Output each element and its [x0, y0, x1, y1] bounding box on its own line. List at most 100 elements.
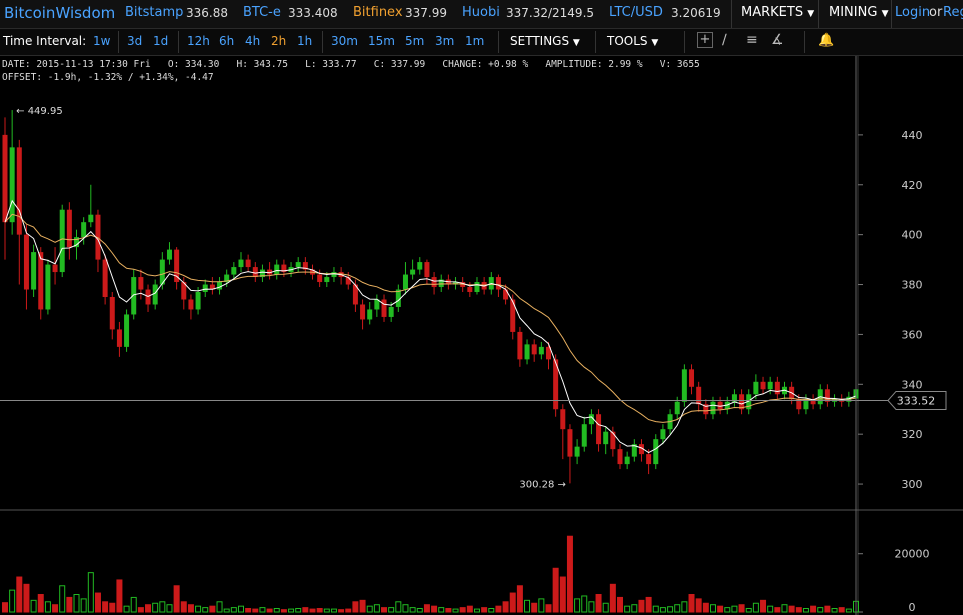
brand-logo[interactable]: BitcoinWisdom: [4, 4, 116, 22]
volume-bar: [381, 607, 388, 613]
candle-body: [281, 264, 287, 273]
candle-body: [81, 222, 87, 238]
volume-bar: [180, 601, 187, 613]
toolbar-divider: [684, 31, 685, 53]
interval-12h[interactable]: 12h: [187, 34, 210, 48]
market-bitfinex-name[interactable]: Bitfinex: [353, 5, 403, 20]
volume-bar: [752, 602, 759, 613]
market-btce-price: 333.408: [288, 6, 338, 20]
candlesticks: [2, 110, 859, 484]
candle-body: [31, 252, 37, 290]
market-bitstamp-price: 336.88: [186, 6, 228, 20]
interval-30m[interactable]: 30m: [331, 34, 358, 48]
volume-bar: [574, 598, 581, 613]
candle-body: [74, 237, 80, 248]
volume-bar: [9, 589, 16, 613]
candle-body: [245, 259, 251, 268]
interval-5m[interactable]: 5m: [405, 34, 425, 48]
candle-body: [302, 262, 308, 270]
candle-body: [424, 262, 430, 278]
candle-body: [2, 134, 8, 223]
interval-1d[interactable]: 1d: [153, 34, 169, 48]
candle-body: [438, 279, 444, 288]
volume-bar: [745, 608, 752, 613]
volume-bar: [838, 607, 845, 613]
volume-bar: [173, 585, 180, 613]
interval-2h[interactable]: 2h: [271, 34, 287, 48]
line-tool-icon[interactable]: ∕: [722, 32, 727, 48]
candle-body: [217, 282, 223, 290]
candle-body: [796, 399, 802, 410]
candle-body: [152, 284, 158, 305]
volume-bar: [552, 567, 559, 613]
volume-bar: [652, 605, 659, 613]
interval-1w[interactable]: 1w: [93, 34, 111, 48]
register-link[interactable]: Reg: [943, 5, 963, 20]
volume-bar: [109, 602, 116, 613]
candle-body: [274, 264, 280, 275]
mining-menu-label: MINING: [829, 5, 878, 20]
candle-body: [188, 299, 194, 310]
chevron-down-icon: ▼: [881, 9, 889, 19]
volume-bar: [423, 604, 430, 613]
candle-body: [23, 234, 29, 290]
price-axis: 300 320 340 360 380 400 420 440: [0, 56, 963, 615]
interval-3m[interactable]: 3m: [435, 34, 455, 48]
interval-1h[interactable]: 1h: [297, 34, 313, 48]
market-btce-name[interactable]: BTC-e: [243, 5, 281, 20]
volume-bar: [73, 594, 80, 613]
volume-bar: [245, 608, 252, 613]
market-huobi-name[interactable]: Huobi: [462, 5, 500, 20]
volume-bar: [473, 608, 480, 613]
crosshair-tool-icon[interactable]: +: [697, 32, 713, 48]
alert-bell-icon[interactable]: 🔔: [818, 33, 835, 48]
candle-body: [102, 259, 108, 297]
candle-body: [510, 299, 516, 332]
candle-body: [381, 299, 387, 317]
mining-menu[interactable]: MINING ▼: [829, 5, 888, 20]
volume-bar: [395, 601, 402, 613]
candle-body: [453, 282, 459, 285]
candle-body: [603, 431, 609, 445]
market-bitstamp-name[interactable]: Bitstamp: [125, 5, 184, 20]
candle-body: [531, 344, 537, 355]
fast-moving-average-line: [4, 199, 857, 454]
candle-body: [45, 264, 51, 310]
price-tick-label: 400: [902, 229, 923, 242]
tools-menu-label: TOOLS: [607, 34, 648, 48]
chevron-down-icon: ▼: [572, 38, 580, 48]
moving-averages: [4, 199, 857, 454]
volume-bar: [760, 599, 767, 613]
interval-3d[interactable]: 3d: [127, 34, 143, 48]
interval-4h[interactable]: 4h: [245, 34, 261, 48]
price-tick-label: 440: [902, 129, 923, 142]
candle-body: [746, 394, 752, 410]
volume-bar: [566, 535, 573, 613]
settings-menu[interactable]: SETTINGS ▼: [510, 34, 580, 48]
market-ltcusd-name[interactable]: LTC/USD: [609, 5, 663, 20]
candle-body: [402, 274, 408, 290]
interval-1m[interactable]: 1m: [465, 34, 485, 48]
candle-body: [109, 297, 115, 330]
volume-bar: [330, 608, 337, 613]
volume-bar: [30, 599, 37, 613]
volume-bar: [695, 598, 702, 613]
fan-tool-icon[interactable]: ∡: [771, 32, 784, 48]
parallel-lines-tool-icon[interactable]: ≡: [746, 32, 758, 48]
volume-bar: [230, 607, 237, 613]
candle-body: [181, 282, 187, 300]
candle-body: [467, 287, 473, 293]
interval-6h[interactable]: 6h: [219, 34, 235, 48]
login-link[interactable]: Login: [895, 5, 931, 20]
candle-body: [345, 277, 351, 285]
time-interval-label: Time Interval:: [3, 34, 87, 48]
crosshair-price-label: 333.52: [897, 394, 936, 407]
volume-bar: [581, 595, 588, 613]
candle-body: [646, 454, 652, 465]
candle-body: [238, 259, 244, 268]
tools-menu[interactable]: TOOLS ▼: [607, 34, 658, 48]
interval-15m[interactable]: 15m: [368, 34, 395, 48]
candle-body: [810, 399, 816, 405]
markets-menu[interactable]: MARKETS ▼: [741, 5, 814, 20]
